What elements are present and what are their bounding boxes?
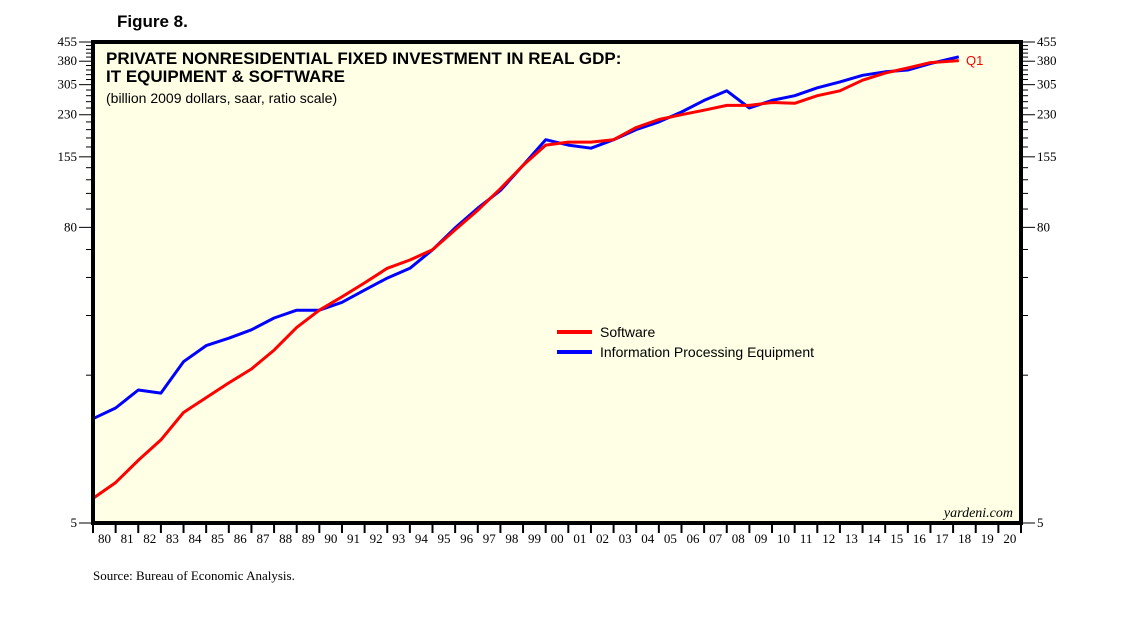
- plot-area: [93, 42, 1021, 523]
- x-tick-label: 14: [868, 531, 882, 546]
- x-tick-label: 16: [913, 531, 927, 546]
- right-tick-label: 80: [1037, 219, 1050, 234]
- legend-label-equipment: Information Processing Equipment: [600, 344, 814, 360]
- x-tick-label: 19: [981, 531, 994, 546]
- x-tick-label: 09: [754, 531, 767, 546]
- x-tick-label: 93: [392, 531, 405, 546]
- x-tick-label: 86: [234, 531, 248, 546]
- end-annotation-q1: Q1: [966, 53, 983, 68]
- x-tick-label: 03: [619, 531, 632, 546]
- x-axis: 80 81 82 83 84 85 86 87 88 89 90 91 92 93 94 95 96 97 98 99…: [92, 523, 1022, 546]
- plot-frame: [91, 40, 1023, 525]
- x-tick-label: 91: [347, 531, 360, 546]
- right-tick-label: 230: [1037, 107, 1057, 122]
- legend-label-software: Software: [600, 324, 655, 340]
- left-tick-label: 155: [58, 149, 78, 164]
- legend: Software Information Processing Equipmen…: [557, 324, 814, 360]
- chart-subtitle: (billion 2009 dollars, saar, ratio scale…: [106, 90, 337, 106]
- x-tick-label: 07: [709, 531, 723, 546]
- right-tick-label: 5: [1037, 515, 1044, 530]
- x-tick-label: 06: [686, 531, 700, 546]
- x-tick-label: 82: [143, 531, 156, 546]
- x-tick-label: 99: [528, 531, 541, 546]
- right-tick-label: 455: [1037, 34, 1057, 49]
- x-tick-label: 01: [573, 531, 586, 546]
- x-tick-label: 10: [777, 531, 790, 546]
- series-line-software: [92, 59, 959, 500]
- left-tick-label: 230: [58, 107, 78, 122]
- x-tick-label: 92: [370, 531, 383, 546]
- x-tick-label: 98: [505, 531, 518, 546]
- x-tick-label: 80: [98, 531, 111, 546]
- x-tick-label: 00: [551, 531, 564, 546]
- x-tick-label: 95: [438, 531, 451, 546]
- x-tick-label: 84: [189, 531, 203, 546]
- x-tick-label: 11: [800, 531, 813, 546]
- x-tick-label: 05: [664, 531, 677, 546]
- x-tick-label: 81: [121, 531, 134, 546]
- x-tick-label: 96: [460, 531, 474, 546]
- series-group: [92, 55, 960, 500]
- x-tick-label: 90: [324, 531, 337, 546]
- right-tick-label: 380: [1037, 53, 1057, 68]
- chart-title-line2: IT EQUIPMENT & SOFTWARE: [106, 67, 345, 86]
- x-tick-label: 87: [256, 531, 270, 546]
- left-y-axis: 5 80 155 230 305 380 455: [58, 34, 93, 530]
- watermark: yardeni.com: [942, 506, 1013, 521]
- left-tick-label: 5: [71, 515, 78, 530]
- left-tick-label: 380: [58, 53, 78, 68]
- chart-title-line1: PRIVATE NONRESIDENTIAL FIXED INVESTMENT …: [106, 49, 621, 68]
- x-tick-label: 08: [732, 531, 745, 546]
- x-tick-label: 89: [302, 531, 315, 546]
- right-tick-label: 305: [1037, 77, 1057, 92]
- right-tick-label: 155: [1037, 149, 1057, 164]
- x-tick-label: 13: [845, 531, 858, 546]
- x-tick-label: 15: [890, 531, 903, 546]
- x-tick-label: 18: [958, 531, 971, 546]
- left-tick-label: 455: [58, 34, 78, 49]
- x-tick-label: 85: [211, 531, 224, 546]
- source-note: Source: Bureau of Economic Analysis.: [93, 568, 295, 583]
- right-y-axis: 5 80 155 230 305 380 455: [1021, 34, 1057, 530]
- x-tick-label: 02: [596, 531, 609, 546]
- x-tick-label: 20: [1003, 531, 1016, 546]
- x-tick-label: 94: [415, 531, 429, 546]
- left-tick-label: 305: [58, 77, 78, 92]
- left-tick-label: 80: [64, 219, 77, 234]
- x-tick-label: 04: [641, 531, 655, 546]
- x-tick-label: 12: [822, 531, 835, 546]
- x-tick-label: 88: [279, 531, 292, 546]
- figure-label: Figure 8.: [117, 12, 188, 31]
- x-tick-label: 17: [935, 531, 949, 546]
- x-tick-label: 97: [483, 531, 497, 546]
- x-tick-label: 83: [166, 531, 179, 546]
